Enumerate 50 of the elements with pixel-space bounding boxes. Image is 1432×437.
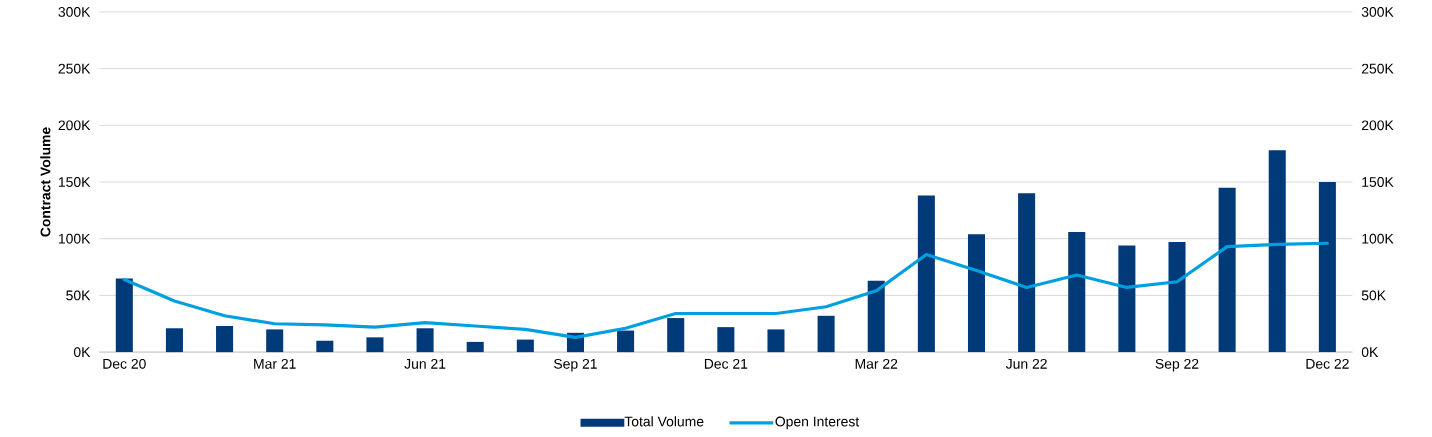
y-tick-label: 0K [73, 347, 91, 358]
y2-tick-label: 100K [1362, 233, 1394, 244]
bar [867, 280, 885, 353]
x-tick-label: Jun 21 [404, 359, 446, 369]
bar [1118, 245, 1136, 353]
bar [1268, 150, 1286, 353]
x-tick-label: Mar 21 [254, 359, 296, 369]
x-tick-label: Mar 22 [855, 359, 898, 369]
x-tick-label: Sep 22 [1155, 359, 1199, 372]
legend-label: Total Volume [624, 416, 704, 427]
y-tick-label: 200K [58, 120, 91, 131]
y-tick-label: 150K [58, 177, 91, 188]
bar [216, 326, 234, 353]
legend-label: Open Interest [775, 416, 860, 430]
bar [416, 328, 434, 353]
x-tick-label: Dec 22 [1306, 359, 1349, 369]
x-tick-label: Jun 22 [1005, 359, 1047, 369]
bar [667, 318, 685, 353]
y-axis-title: Contract Volume [40, 127, 51, 237]
bar [466, 342, 484, 353]
bar [1318, 182, 1336, 353]
x-tick-label: Sep 21 [554, 359, 597, 372]
bar [1218, 187, 1236, 353]
y-tick-label: 100K [58, 233, 91, 244]
bar [366, 337, 384, 353]
bar [967, 234, 986, 353]
bar [316, 340, 334, 353]
y-tick-label: 250K [58, 63, 91, 74]
bar [917, 195, 935, 353]
bar [717, 327, 735, 353]
bar [266, 329, 284, 353]
y2-tick-label: 250K [1361, 63, 1394, 74]
bar [817, 315, 835, 353]
y2-tick-label: 300K [1361, 7, 1394, 18]
y-tick-label: 50K [66, 290, 91, 301]
x-tick-label: Dec 21 [704, 359, 748, 369]
bar [165, 328, 183, 353]
bar [516, 339, 534, 353]
y2-tick-label: 0K [1361, 347, 1379, 358]
y2-tick-label: 150K [1362, 177, 1394, 188]
bar [1168, 242, 1186, 353]
y-tick-label: 300K [58, 7, 91, 18]
bar [1018, 193, 1036, 353]
y2-tick-label: 200K [1361, 120, 1394, 131]
bar [767, 329, 785, 353]
bar [115, 278, 133, 353]
y2-tick-label: 50K [1361, 290, 1386, 301]
x-tick-label: Dec 20 [103, 359, 146, 369]
bar [617, 330, 635, 353]
bar [1068, 232, 1086, 353]
